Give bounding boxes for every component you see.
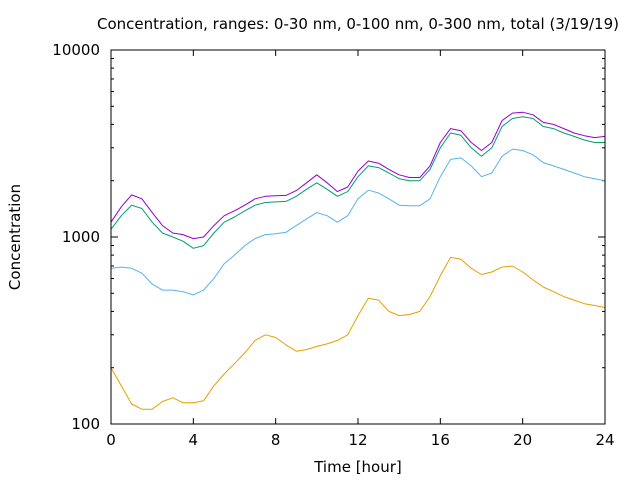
x-axis-label: Time [hour] [313, 458, 402, 476]
series-line-3 [110, 116, 605, 249]
x-tick-label: 0 [106, 431, 116, 449]
x-tick-label: 12 [348, 431, 367, 449]
plot-frame [110, 49, 606, 425]
x-tick-label: 24 [595, 431, 614, 449]
y-tick-label: 1000 [62, 228, 100, 246]
x-tick-label: 8 [271, 431, 281, 449]
axis-ticks: 0 4 8 12 16 20 24 100 1000 10000 [52, 41, 614, 449]
x-tick-label: 16 [431, 431, 450, 449]
x-tick-label: 4 [189, 431, 199, 449]
y-axis-label: Concentration [6, 184, 24, 290]
series-group [110, 111, 606, 410]
series-line-1 [110, 256, 606, 410]
x-tick-label: 20 [513, 431, 532, 449]
chart-title: Concentration, ranges: 0-30 nm, 0-100 nm… [97, 15, 619, 33]
series-line-2 [110, 148, 606, 296]
series-line-4 [110, 111, 606, 240]
y-tick-label: 100 [71, 415, 100, 433]
y-tick-label: 10000 [52, 41, 100, 59]
